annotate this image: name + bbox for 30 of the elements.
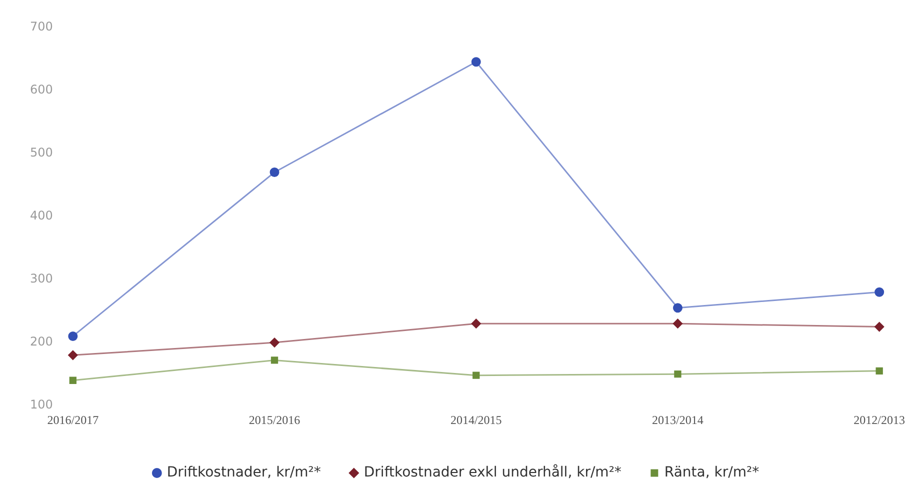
point [876, 367, 883, 374]
point [68, 350, 78, 360]
point [68, 331, 78, 341]
y-tick-label: 100 [30, 398, 53, 412]
y-tick-label: 400 [30, 208, 53, 223]
point [672, 318, 682, 328]
x-tick-label: 2012/2013 [854, 412, 906, 427]
y-tick-label: 500 [30, 145, 53, 160]
x-tick-label: 2014/2015 [450, 412, 502, 427]
y-tick-label: 200 [30, 334, 53, 349]
point [472, 372, 480, 379]
point [874, 322, 884, 332]
legend-label: Driftkostnader, kr/m²* [166, 464, 321, 481]
point [69, 376, 76, 384]
x-tick-label: 2015/2016 [248, 412, 300, 427]
point [674, 370, 682, 378]
y-tick-label: 600 [30, 82, 53, 96]
point [270, 338, 280, 348]
point [874, 287, 884, 297]
point [672, 303, 682, 313]
point [471, 318, 481, 328]
point [270, 168, 280, 178]
legend-label: Ränta, kr/m²* [664, 464, 760, 481]
y-tick-label: 700 [30, 19, 53, 34]
point [471, 57, 481, 67]
x-tick-label: 2016/2017 [47, 412, 99, 427]
legend-label: Driftkostnader exkl underhåll, kr/m²* [364, 464, 622, 481]
point [270, 356, 278, 364]
x-tick-label: 2013/2014 [652, 412, 704, 427]
y-tick-label: 300 [30, 272, 53, 286]
